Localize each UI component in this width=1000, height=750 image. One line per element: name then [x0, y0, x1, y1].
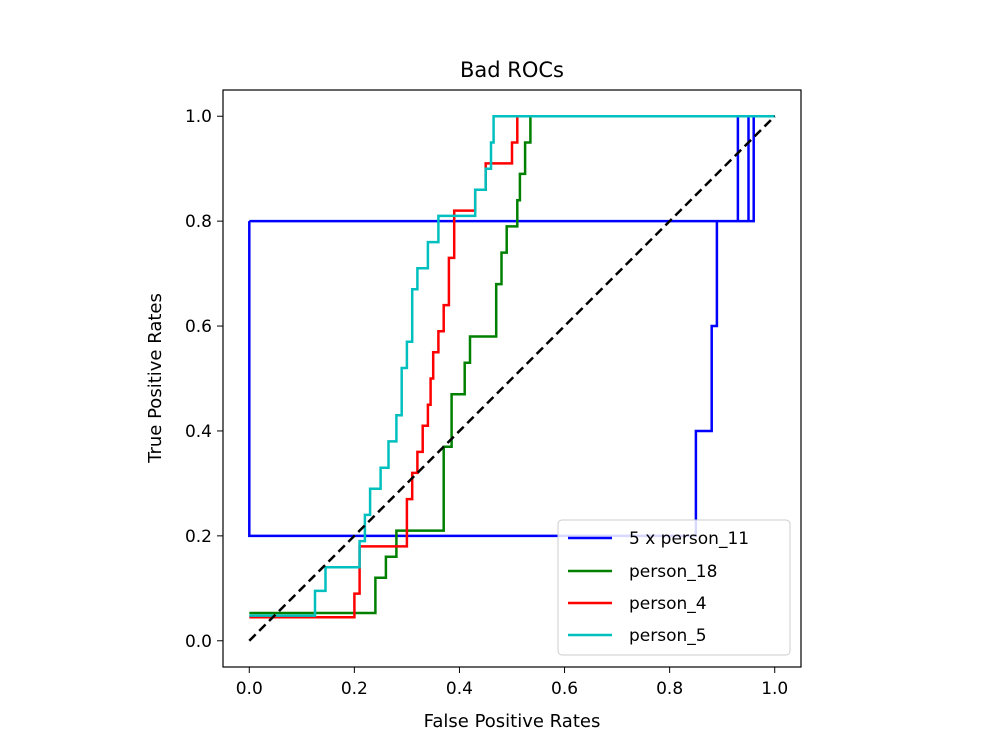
legend: 5 x person_11 person_18 person_4 person_… [557, 519, 791, 656]
y-tick-label: 0.2 [185, 527, 212, 547]
y-axis-label: True Positive Rates [145, 293, 166, 464]
y-tick-label: 0.0 [185, 632, 212, 652]
series-line-person-18 [249, 114, 775, 615]
x-tick-label: 0.6 [551, 679, 578, 699]
legend-label-person-4: person_4 [629, 594, 707, 614]
legend-box [557, 519, 791, 656]
y-tick-label: 0.6 [185, 317, 212, 337]
plot-frame [222, 89, 802, 668]
x-axis-label: False Positive Rates [424, 711, 601, 732]
x-tick-label: 1.0 [761, 679, 788, 699]
axis-ticks: 0.0 0.2 0.4 0.6 0.8 1.0 0.0 0.2 0.4 0.6 0.8 1.0 [185, 107, 788, 699]
chance-diagonal-line [248, 115, 776, 642]
x-tick-label: 0.2 [341, 679, 368, 699]
y-tick-label: 0.4 [185, 422, 212, 442]
y-tick-label: 1.0 [185, 107, 212, 127]
legend-label-person-11: 5 x person_11 [629, 529, 749, 549]
series-line-person-5 [249, 114, 775, 617]
x-tick-label: 0.0 [236, 679, 263, 699]
legend-label-person-5: person_5 [629, 626, 707, 646]
legend-label-person-18: person_18 [629, 562, 717, 582]
y-tick-label: 0.8 [185, 212, 212, 232]
x-tick-label: 0.4 [446, 679, 473, 699]
series-line-5-x-person-11 [248, 114, 775, 538]
x-tick-label: 0.8 [656, 679, 683, 699]
data-lines [248, 114, 776, 642]
chart-title: Bad ROCs [460, 58, 564, 82]
